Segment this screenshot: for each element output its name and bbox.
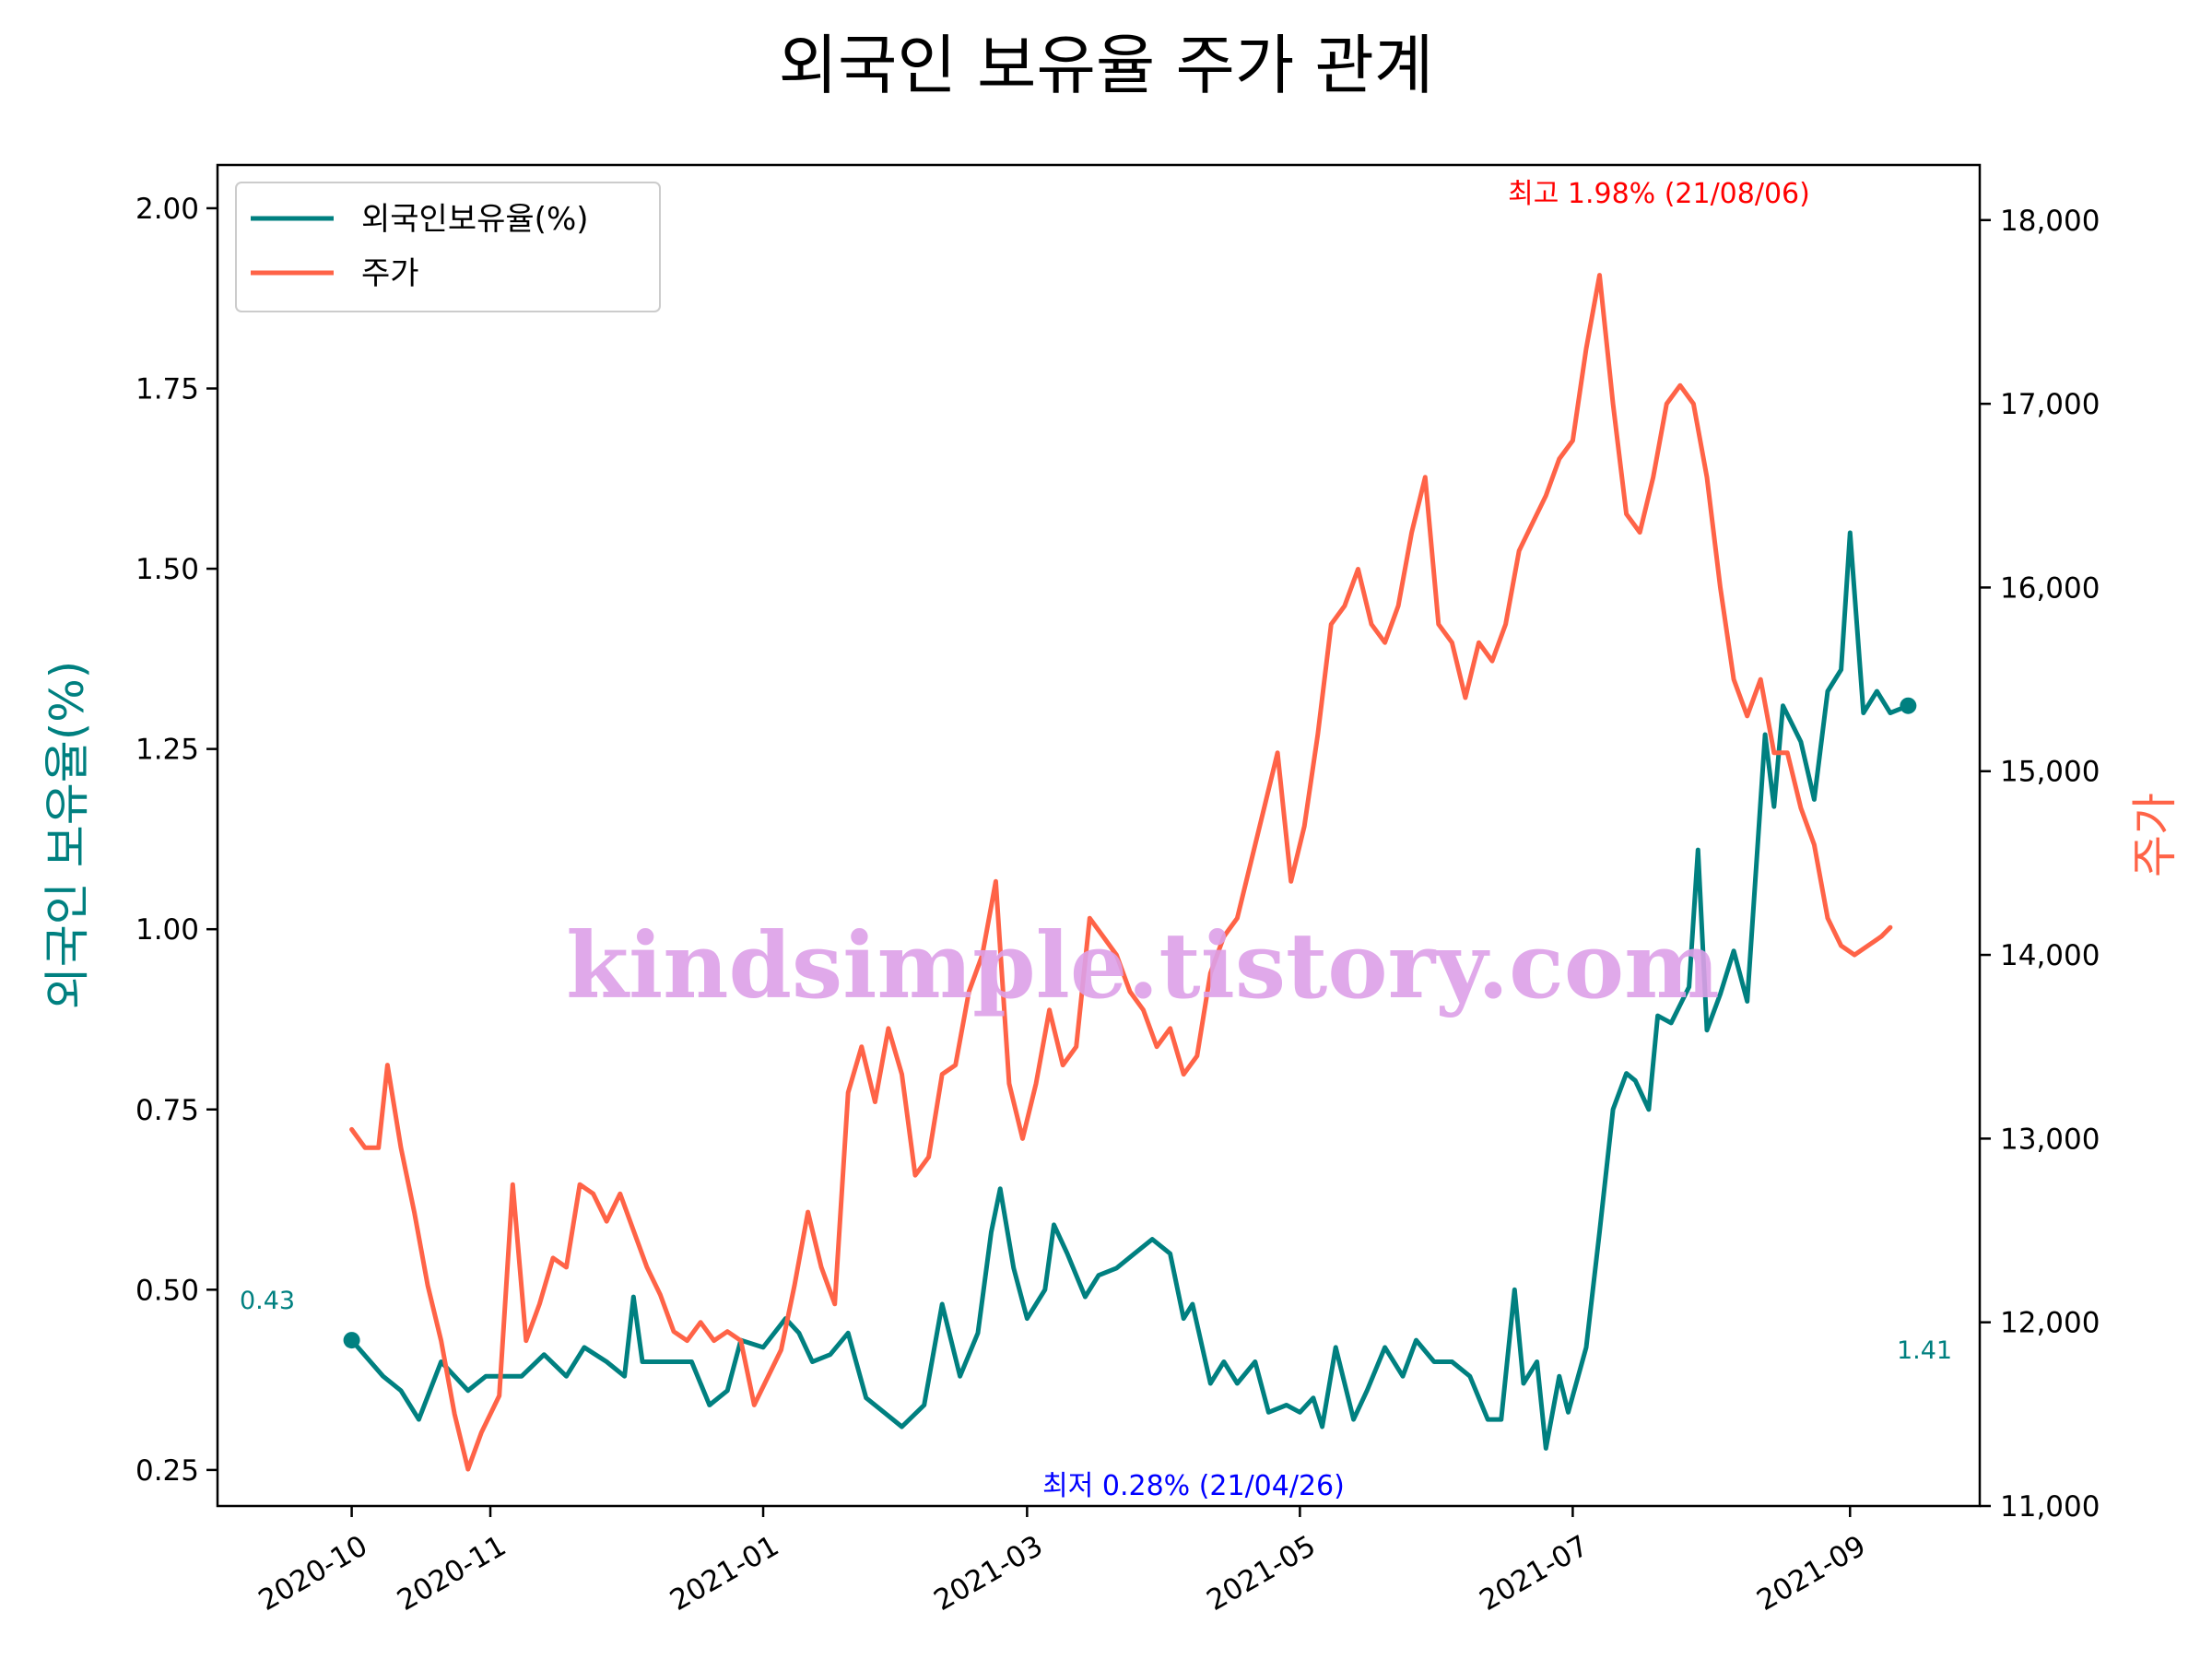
chart-title: 외국인 보유율 주가 관계 (779, 28, 1434, 103)
legend-box (235, 182, 661, 312)
left-y-tick-label: 0.50 (135, 1274, 199, 1307)
end-value-label: 1.41 (1897, 1336, 1952, 1365)
legend-label-price: 주가 (361, 255, 419, 292)
series-line-price (349, 273, 1893, 1472)
left-y-tick-label: 0.75 (135, 1094, 199, 1127)
left-y-tick-label: 0.25 (135, 1454, 199, 1488)
left-y-tick-label: 1.50 (135, 553, 199, 586)
plot-frame (216, 163, 1982, 1508)
legend: 외국인보유율(%) 주가 (235, 182, 661, 312)
right-y-tick-label: 11,000 (2000, 1490, 2100, 1524)
left-y-tick-label: 2.00 (135, 193, 199, 226)
max-annotation: 최고 1.98% (21/08/06) (1508, 178, 1810, 210)
series-line-foreign (349, 530, 1911, 1451)
x-tick-label: 2020-10 (253, 1529, 373, 1618)
left-y-axis-label: 외국인 보유율(%) (41, 661, 94, 1009)
x-tick-label: 2021-09 (1751, 1529, 1871, 1618)
right-y-tick-label: 16,000 (2000, 571, 2100, 605)
left-y-tick-label: 1.75 (135, 373, 199, 406)
start-point-marker (343, 1332, 360, 1349)
right-y-axis-label: 주가 (2128, 793, 2182, 877)
x-tick-label: 2021-07 (1474, 1529, 1594, 1618)
x-tick-label: 2021-05 (1201, 1529, 1321, 1618)
left-y-axis-ticks: 0.25 0.50 0.75 1.00 1.25 1.50 1.75 2.00 (135, 193, 218, 1488)
right-y-tick-label: 13,000 (2000, 1123, 2100, 1156)
right-y-tick-label: 14,000 (2000, 939, 2100, 972)
left-y-tick-label: 1.25 (135, 734, 199, 767)
right-y-tick-label: 15,000 (2000, 756, 2100, 789)
x-tick-label: 2021-01 (665, 1529, 784, 1618)
watermark-text: kindsimple.tistory.com (566, 913, 1720, 1019)
legend-label-foreign: 외국인보유율(%) (361, 201, 589, 238)
right-y-tick-label: 18,000 (2000, 205, 2100, 238)
min-annotation: 최저 0.28% (21/04/26) (1042, 1470, 1345, 1502)
x-tick-label: 2020-11 (392, 1529, 512, 1618)
right-y-tick-label: 17,000 (2000, 388, 2100, 421)
right-y-axis-ticks: 11,000 12,000 13,000 14,000 15,000 16,000 17,0… (1980, 205, 2100, 1524)
x-axis-ticks: 2020-10 2020-11 2021-01 2021-03 2021-05 2021-… (253, 1506, 1871, 1618)
right-y-tick-label: 12,000 (2000, 1307, 2100, 1340)
series-layer (343, 273, 1917, 1472)
start-value-label: 0.43 (240, 1287, 295, 1315)
left-y-tick-label: 1.00 (135, 913, 199, 947)
x-tick-label: 2021-03 (928, 1529, 1048, 1618)
end-point-marker (1900, 697, 1917, 714)
